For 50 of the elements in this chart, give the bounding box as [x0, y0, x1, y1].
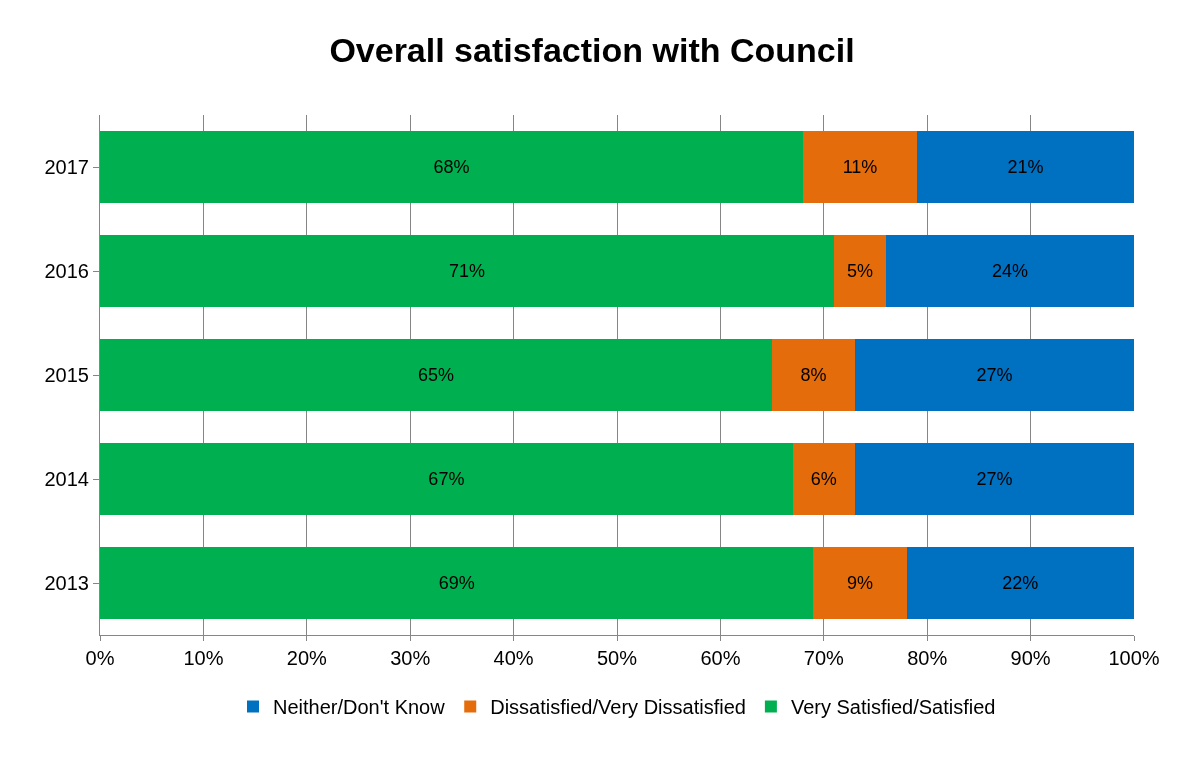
- bar: [854, 442, 1134, 516]
- x-tick-label: 90%: [1010, 647, 1051, 669]
- bar: [100, 130, 804, 204]
- y-tick-label: 2013: [44, 572, 89, 594]
- legend-label: Neither/Don't Know: [273, 696, 446, 719]
- x-tick-label: 50%: [596, 647, 638, 669]
- bar: [885, 234, 1134, 308]
- x-tick-label: 100%: [1108, 647, 1160, 669]
- x-tick-label: 30%: [390, 647, 431, 669]
- data-label: 21%: [1007, 157, 1044, 177]
- data-label: 6%: [810, 469, 837, 489]
- bar: [100, 338, 773, 412]
- bar: [803, 130, 917, 204]
- chart-title: Overall satisfaction with Council: [329, 31, 855, 70]
- bar: [813, 546, 907, 620]
- data-label: 67%: [428, 469, 465, 489]
- y-tick-label: 2016: [44, 260, 89, 282]
- data-label: 27%: [976, 469, 1013, 489]
- x-tick-label: 20%: [286, 647, 328, 669]
- bar: [906, 546, 1134, 620]
- x-tick-label: 60%: [700, 647, 741, 669]
- bar: [854, 338, 1134, 412]
- bar: [792, 442, 855, 516]
- data-label: 65%: [418, 365, 455, 385]
- data-label: 8%: [800, 365, 827, 385]
- data-label: 9%: [846, 573, 873, 593]
- data-label: 11%: [842, 157, 878, 177]
- x-tick-label: 80%: [907, 647, 948, 669]
- bar: [916, 130, 1134, 204]
- data-label: 24%: [991, 261, 1028, 281]
- x-tick-label: 10%: [183, 647, 224, 669]
- x-tick-label: 70%: [803, 647, 845, 669]
- y-tick-label: 2015: [44, 364, 89, 386]
- bar: [100, 442, 793, 516]
- data-label: 27%: [976, 365, 1013, 385]
- legend-label: Dissatisfied/Very Dissatisfied: [490, 696, 746, 719]
- bar: [100, 234, 835, 308]
- bar: [100, 546, 814, 620]
- legend-label: Very Satisfied/Satisfied: [790, 696, 996, 719]
- y-tick-label: 2017: [44, 156, 89, 178]
- bar: [834, 234, 886, 308]
- data-label: 68%: [433, 157, 470, 177]
- data-label: 5%: [846, 261, 873, 281]
- data-label: 71%: [449, 261, 486, 281]
- bar: [772, 338, 855, 412]
- x-tick-label: 0%: [85, 647, 115, 669]
- y-tick-label: 2014: [44, 468, 89, 490]
- x-tick-label: 40%: [493, 647, 534, 669]
- data-label: 69%: [438, 573, 475, 593]
- data-label: 22%: [1002, 573, 1039, 593]
